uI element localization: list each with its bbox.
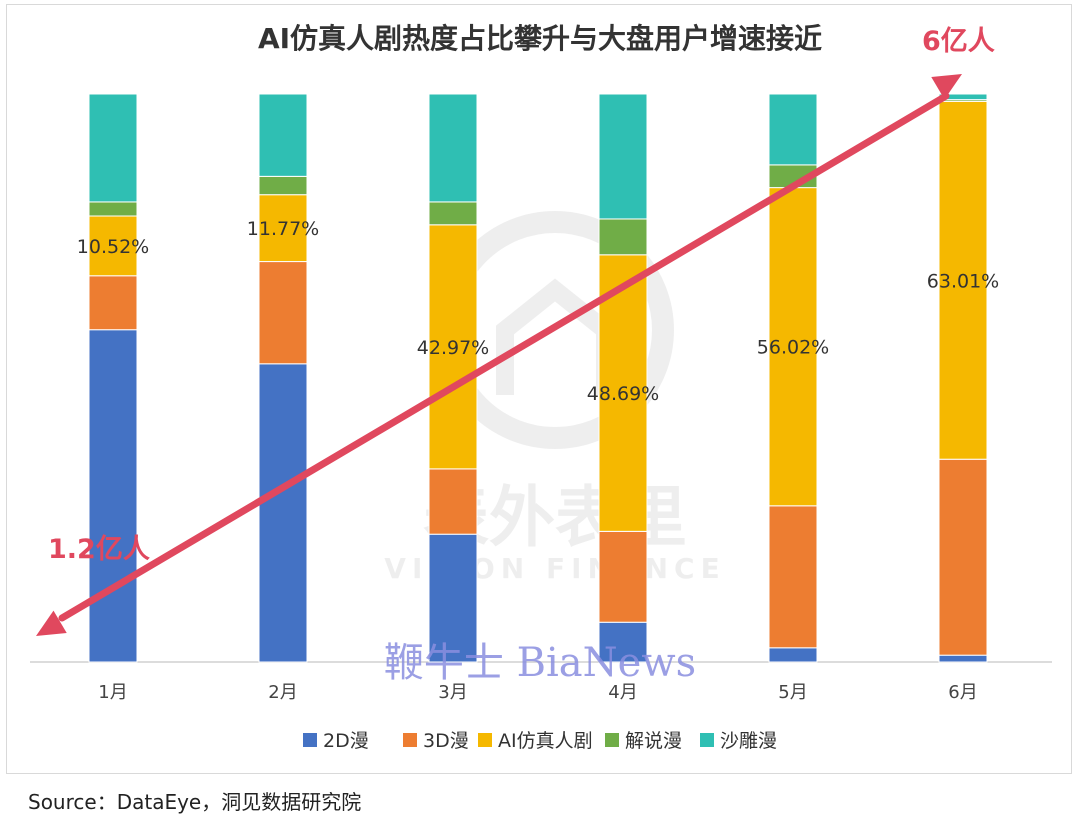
legend-swatch (403, 733, 417, 747)
x-tick-label: 4月 (608, 682, 637, 703)
data-labels: 10.52% 11.77% 42.97% 48.69% 56.02% 63.01% (77, 218, 999, 405)
bar-segment-2-4 (598, 530, 648, 623)
bar-segment-1-4 (598, 621, 648, 663)
bar-stacks (88, 93, 988, 663)
source-note: Source：DataEye，洞见数据研究院 (28, 790, 362, 814)
x-tick-labels: 1月 2月 3月 4月 5月 6月 (98, 682, 977, 703)
x-tick-label: 3月 (438, 682, 467, 703)
stacked-bar-chart: 表外表里 VISION FINANCE AI仿真人剧热度占比攀升与大盘用户增速接… (30, 22, 1052, 752)
legend-item: 2D漫 (303, 730, 369, 752)
trend-line (58, 92, 950, 622)
watermark-brand: 鞭牛士 BiaNews (384, 640, 696, 686)
data-label: 48.69% (587, 383, 659, 405)
trend-start-label: 1.2亿人 (48, 534, 150, 565)
x-tick-label: 6月 (948, 682, 977, 703)
data-label: 56.02% (757, 337, 829, 359)
data-label: 42.97% (417, 337, 489, 359)
legend-swatch (303, 733, 317, 747)
bar-segment-5-5 (768, 93, 818, 166)
bar-segment-4-3 (428, 201, 478, 226)
legend-swatch (700, 733, 714, 747)
data-label: 11.77% (247, 218, 319, 240)
bar-segment-1-2 (258, 363, 308, 663)
bar-segment-5-3 (428, 93, 478, 203)
bar-segment-3-2 (258, 194, 308, 263)
legend-label: 沙雕漫 (720, 730, 777, 752)
bar-segment-4-4 (598, 218, 648, 256)
legend-swatch (605, 733, 619, 747)
bar-segment-5-1 (88, 93, 138, 203)
chart-frame (6, 4, 1072, 774)
legend-swatch (478, 733, 492, 747)
legend-label: 3D漫 (423, 730, 469, 752)
bar-segment-2-1 (88, 275, 138, 331)
data-label: 63.01% (927, 270, 999, 292)
trend-arrowhead-end (931, 74, 962, 100)
trend-end-label: 6亿人 (922, 26, 995, 57)
bar-segment-2-6 (938, 458, 988, 656)
chart-title: AI仿真人剧热度占比攀升与大盘用户增速接近 (258, 22, 822, 55)
bar-segment-2-5 (768, 505, 818, 649)
bar-segment-5-4 (598, 93, 648, 220)
bar-segment-2-3 (428, 468, 478, 535)
bar-segment-4-2 (258, 175, 308, 196)
legend-item: AI仿真人剧 (478, 730, 593, 752)
bar-segment-3-3 (428, 224, 478, 470)
bar-segment-1-5 (768, 647, 818, 663)
x-tick-label: 5月 (778, 682, 807, 703)
legend-item: 3D漫 (403, 730, 469, 752)
bar-segment-1-6 (938, 654, 988, 663)
x-tick-label: 2月 (268, 682, 297, 703)
bar-segment-1-1 (88, 329, 138, 663)
legend-label: AI仿真人剧 (498, 730, 593, 752)
bar-segment-3-1 (88, 215, 138, 277)
data-label: 10.52% (77, 236, 149, 258)
bar-segment-4-1 (88, 201, 138, 217)
bar-segment-5-2 (258, 93, 308, 177)
legend-item: 解说漫 (605, 730, 682, 752)
trend-arrowhead-start (36, 610, 67, 636)
legend: 2D漫 3D漫 AI仿真人剧 解说漫 沙雕漫 (303, 730, 777, 752)
legend-item: 沙雕漫 (700, 730, 777, 752)
legend-label: 解说漫 (625, 730, 682, 752)
legend-label: 2D漫 (323, 730, 369, 752)
bar-segment-2-2 (258, 261, 308, 365)
trend-arrow (36, 74, 962, 636)
bar-segment-3-4 (598, 254, 648, 532)
x-tick-label: 1月 (98, 682, 127, 703)
bar-segment-3-6 (938, 100, 988, 460)
bar-segment-1-3 (428, 533, 478, 663)
